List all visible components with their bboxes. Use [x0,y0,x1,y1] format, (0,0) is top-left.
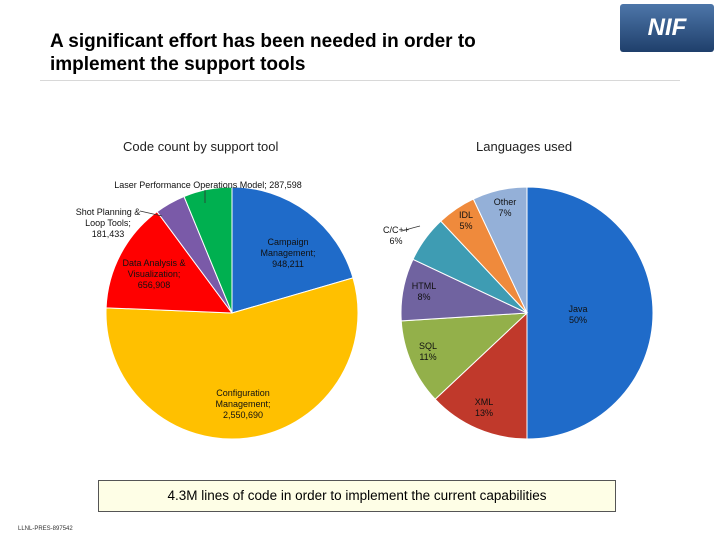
leader-lines [139,190,421,232]
footer-document-code: LLNL-PRES-897542 [18,526,73,532]
logo-text: NIF [647,14,687,41]
nif-logo: NIF [620,4,714,52]
pie1-label-shot-planning: Shot Planning & Loop Tools; 181,433 [75,207,141,239]
pie2-slice-java [526,186,654,440]
pie2-label-xml: XML 13% [474,397,494,418]
pie2-label-idl: IDL 5% [458,210,473,231]
summary-note-text: 4.3M lines of code in order to implement… [167,488,547,503]
summary-note: 4.3M lines of code in order to implement… [98,480,616,512]
slide-title: A significant effort has been needed in … [50,30,610,76]
pie2-slice-xml [434,311,528,440]
title-line-1: A significant effort has been needed in … [50,31,476,52]
pie-1-title: Code count by support tool [123,139,279,154]
pie1-label-data-analysis: Data Analysis & Visualization; 656,908 [122,258,186,290]
pie-chart-languages [400,186,654,440]
pie2-label-sql: SQL 11% [418,341,437,362]
pie-2-title: Languages used [476,139,573,154]
pie2-label-html: HTML 8% [411,281,437,302]
pie-chart-support-tools [105,186,359,440]
pie1-slice-campaign-management [231,186,354,314]
pie1-label-configuration: Configuration Management; 2,550,690 [215,388,271,420]
title-line-2: implement the support tools [50,54,306,75]
pie2-label-cpp: C/C++ 6% [382,225,409,246]
pie1-slice-laser-performance-operations-model [183,186,233,314]
pie1-slice-data-analysis-visualization [105,211,234,314]
title-divider [40,80,680,81]
pie2-label-java: Java 50% [568,304,588,325]
pie1-label-laser-performance: Laser Performance Operations Model; 287,… [114,180,302,190]
pie1-label-campaign: Campaign Management; 948,211 [260,237,316,269]
pie1-slice-configuration-management [105,277,359,440]
pie2-label-other: Other 7% [493,197,517,218]
pie2-slice-sql [400,312,529,400]
pie2-slice-other [472,186,528,314]
